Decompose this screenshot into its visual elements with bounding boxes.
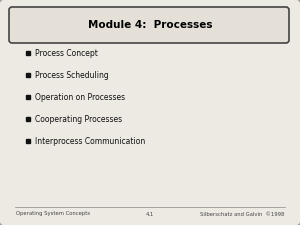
FancyBboxPatch shape: [9, 7, 289, 43]
Text: Silberschatz and Galvin  ©1998: Silberschatz and Galvin ©1998: [200, 212, 284, 216]
Text: Process Concept: Process Concept: [35, 49, 98, 58]
Text: Module 4:  Processes: Module 4: Processes: [88, 20, 212, 30]
Text: Process Scheduling: Process Scheduling: [35, 70, 109, 79]
Text: Operation on Processes: Operation on Processes: [35, 92, 125, 101]
Text: Operating System Concepts: Operating System Concepts: [16, 212, 90, 216]
Text: Cooperating Processes: Cooperating Processes: [35, 115, 122, 124]
Text: 4.1: 4.1: [146, 212, 154, 216]
Text: Interprocess Communication: Interprocess Communication: [35, 137, 145, 146]
